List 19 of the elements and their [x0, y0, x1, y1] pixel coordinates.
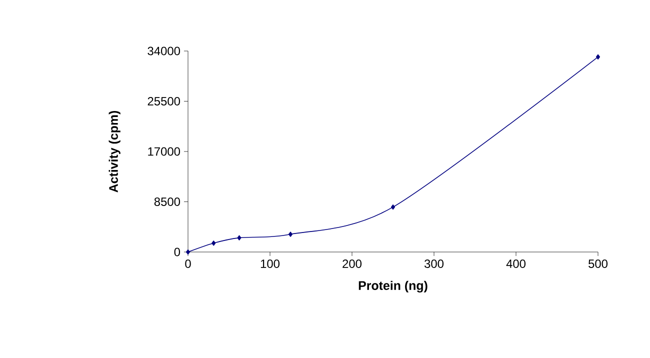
y-axis-title: Activity (cpm)	[108, 110, 120, 192]
point	[237, 235, 242, 240]
y-tick-label: 25500	[148, 97, 180, 106]
point	[186, 249, 190, 255]
x-tick-label: 500	[588, 260, 608, 268]
x-axis-title: Protein (ng)	[358, 280, 428, 292]
x-tick-label: 0	[185, 260, 191, 268]
x-tick-label: 100	[260, 260, 280, 268]
x-tick-label: 300	[424, 260, 444, 268]
y-tick-label: 0	[174, 248, 180, 256]
point	[288, 232, 293, 237]
x-tick-label: 200	[342, 260, 362, 268]
y-tick-label: 34000	[148, 46, 180, 56]
point	[212, 240, 216, 246]
point	[596, 54, 600, 60]
y-tick-label: 8500	[154, 198, 180, 206]
point	[390, 204, 396, 210]
x-tick-label: 400	[506, 260, 526, 268]
y-tick-label: 17000	[148, 147, 180, 156]
